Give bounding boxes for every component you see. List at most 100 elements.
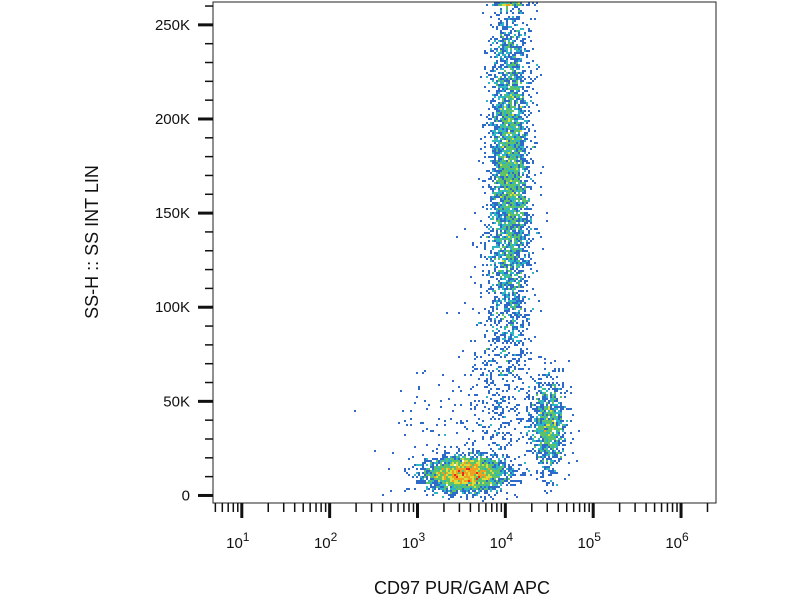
density-point bbox=[402, 410, 404, 412]
density-point bbox=[508, 300, 510, 302]
density-point bbox=[522, 184, 524, 186]
density-point bbox=[512, 68, 514, 70]
density-point bbox=[546, 460, 548, 462]
density-point bbox=[478, 478, 480, 480]
density-point bbox=[504, 152, 506, 154]
density-point bbox=[518, 104, 520, 106]
density-point bbox=[504, 282, 506, 284]
density-point bbox=[516, 278, 518, 280]
density-point bbox=[474, 492, 476, 494]
density-point bbox=[560, 436, 562, 438]
density-point bbox=[514, 198, 516, 200]
density-point bbox=[440, 462, 442, 464]
density-point bbox=[546, 406, 548, 408]
density-point bbox=[448, 494, 450, 496]
density-point bbox=[514, 242, 516, 244]
density-point bbox=[556, 440, 558, 442]
density-point bbox=[434, 484, 436, 486]
density-point bbox=[442, 474, 444, 476]
density-point bbox=[556, 462, 558, 464]
density-point bbox=[486, 480, 488, 482]
density-point bbox=[516, 496, 518, 498]
density-point bbox=[442, 468, 444, 470]
density-point bbox=[502, 206, 504, 208]
density-point bbox=[460, 486, 462, 488]
density-point bbox=[500, 460, 502, 462]
density-point bbox=[522, 238, 524, 240]
density-point bbox=[538, 374, 540, 376]
density-point bbox=[502, 254, 504, 256]
density-point bbox=[560, 452, 562, 454]
density-point bbox=[442, 484, 444, 486]
density-point bbox=[456, 476, 458, 478]
density-point bbox=[518, 4, 520, 6]
density-point bbox=[458, 468, 460, 470]
density-point bbox=[522, 388, 524, 390]
density-point bbox=[542, 400, 544, 402]
density-point bbox=[562, 430, 564, 432]
density-point bbox=[508, 250, 510, 252]
density-point bbox=[478, 484, 480, 486]
density-point bbox=[524, 204, 526, 206]
density-point bbox=[552, 442, 554, 444]
density-point bbox=[484, 180, 486, 182]
density-point bbox=[468, 476, 470, 478]
density-point bbox=[488, 486, 490, 488]
density-point bbox=[498, 186, 500, 188]
density-point bbox=[510, 136, 512, 138]
density-point bbox=[496, 140, 498, 142]
density-point bbox=[440, 470, 442, 472]
density-point bbox=[494, 146, 496, 148]
density-point bbox=[506, 310, 508, 312]
density-point bbox=[488, 462, 490, 464]
density-point bbox=[520, 264, 522, 266]
density-point bbox=[542, 454, 544, 456]
density-point bbox=[466, 420, 468, 422]
density-point bbox=[458, 478, 460, 480]
density-point bbox=[524, 188, 526, 190]
density-point bbox=[526, 86, 528, 88]
density-point bbox=[474, 266, 476, 268]
density-point bbox=[490, 264, 492, 266]
density-point bbox=[552, 472, 554, 474]
density-point bbox=[518, 246, 520, 248]
density-point bbox=[524, 186, 526, 188]
density-point bbox=[552, 400, 554, 402]
density-point bbox=[540, 434, 542, 436]
density-point bbox=[556, 428, 558, 430]
density-point bbox=[458, 484, 460, 486]
density-point bbox=[476, 368, 478, 370]
density-point bbox=[526, 54, 528, 56]
density-point bbox=[512, 110, 514, 112]
density-point bbox=[512, 124, 514, 126]
density-point bbox=[518, 126, 520, 128]
density-point bbox=[502, 160, 504, 162]
density-point bbox=[490, 314, 492, 316]
density-point bbox=[534, 430, 536, 432]
density-point bbox=[522, 182, 524, 184]
density-point bbox=[510, 124, 512, 126]
density-point bbox=[504, 216, 506, 218]
density-point bbox=[514, 154, 516, 156]
density-point bbox=[504, 356, 506, 358]
density-point bbox=[516, 124, 518, 126]
density-point bbox=[482, 436, 484, 438]
density-point bbox=[430, 430, 432, 432]
density-point bbox=[504, 38, 506, 40]
density-point bbox=[508, 72, 510, 74]
density-point bbox=[514, 30, 516, 32]
density-point bbox=[524, 168, 526, 170]
density-point bbox=[504, 230, 506, 232]
density-point bbox=[502, 208, 504, 210]
density-point bbox=[430, 484, 432, 486]
density-point bbox=[502, 456, 504, 458]
density-point bbox=[528, 162, 530, 164]
density-point bbox=[524, 196, 526, 198]
density-point bbox=[516, 96, 518, 98]
density-point bbox=[522, 196, 524, 198]
density-point bbox=[514, 122, 516, 124]
density-point bbox=[436, 458, 438, 460]
density-point bbox=[518, 36, 520, 38]
density-point bbox=[492, 410, 494, 412]
density-point bbox=[492, 80, 494, 82]
